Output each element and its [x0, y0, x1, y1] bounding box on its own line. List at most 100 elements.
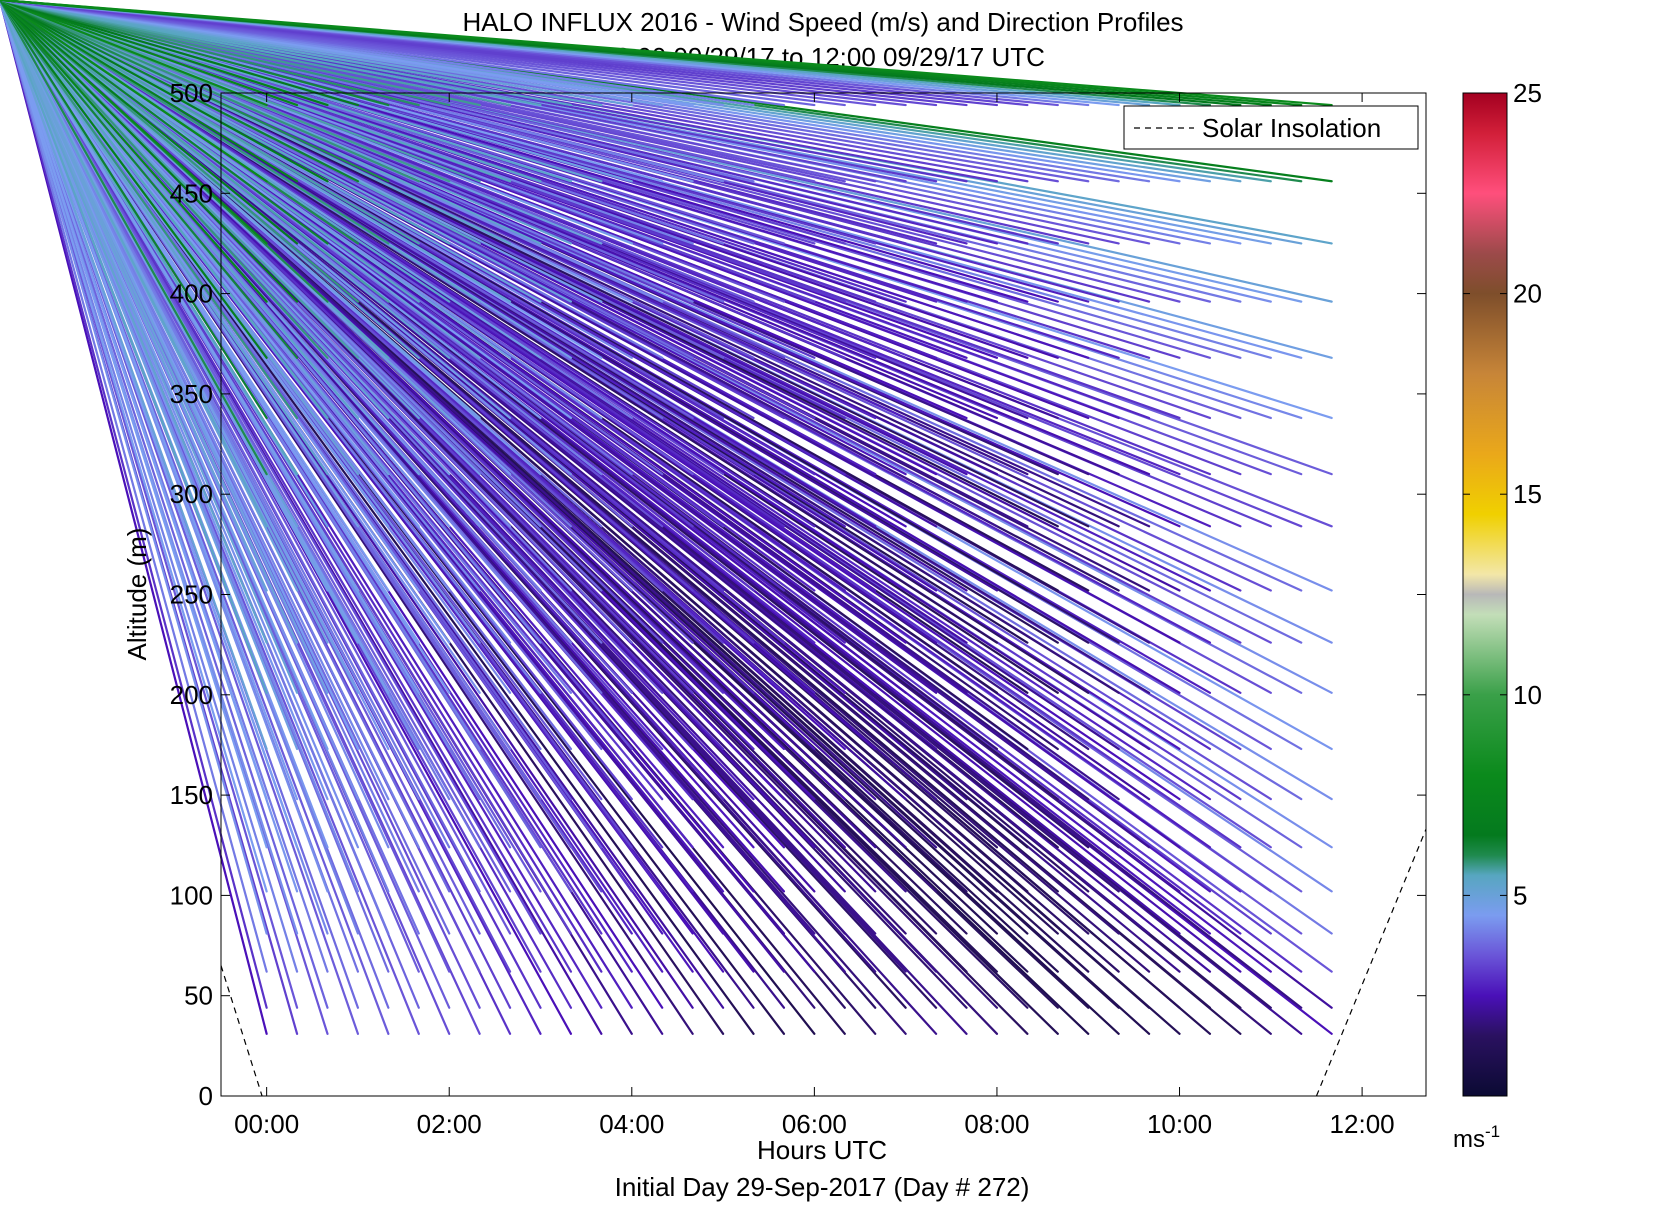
wind-arrow — [0, 0, 268, 1009]
colorbar-tick-label: 20 — [1513, 279, 1542, 309]
colorbar-ticks: 5 10 15 20 25 — [1463, 78, 1542, 910]
wind-arrow — [0, 0, 268, 973]
colorbar-tick-label: 10 — [1513, 680, 1542, 710]
chart-title: HALO INFLUX 2016 - Wind Speed (m/s) and … — [462, 7, 1183, 37]
wind-arrow — [0, 0, 268, 592]
wind-arrow — [0, 0, 512, 935]
wind-arrow — [0, 0, 420, 303]
wind-arrow — [0, 0, 329, 420]
colorbar-tick-label: 25 — [1513, 78, 1542, 108]
wind-arrow — [0, 0, 1333, 107]
wind-barbs — [0, 0, 1333, 1035]
y-tick-label: 250 — [170, 580, 213, 610]
wind-arrow — [0, 0, 268, 420]
y-tick-label: 300 — [170, 479, 213, 509]
x-tick-label: 12:00 — [1330, 1109, 1395, 1139]
x-tick-label: 00:00 — [234, 1109, 299, 1139]
colorbar-strip — [1462, 92, 1508, 1097]
wind-arrow — [0, 0, 268, 893]
wind-arrow — [0, 0, 268, 935]
y-tick-label: 400 — [170, 279, 213, 309]
wind-arrow — [0, 0, 299, 183]
wind-arrow — [0, 0, 268, 359]
wind-arrow — [0, 0, 664, 592]
x-tick-label: 04:00 — [599, 1109, 664, 1139]
solar-insolation-lines — [220, 828, 1427, 1097]
wind-arrow — [0, 0, 268, 694]
solar-insolation-line — [1315, 828, 1427, 1097]
y-tick-label: 200 — [170, 680, 213, 710]
wind-arrow — [0, 0, 390, 592]
wind-arrow — [0, 0, 299, 420]
x-tick-label: 02:00 — [417, 1109, 482, 1139]
colorbar: 5 10 15 20 25 ms-1 — [1453, 78, 1542, 1153]
y-tick-label: 450 — [170, 178, 213, 208]
wind-arrow — [0, 0, 299, 694]
wind-arrow — [0, 0, 299, 801]
wind-arrow — [0, 0, 573, 973]
colorbar-label: ms-1 — [1453, 1122, 1500, 1153]
y-tick-label: 50 — [184, 981, 213, 1011]
wind-arrow — [0, 0, 360, 183]
wind-arrow — [0, 0, 390, 183]
wind-arrow — [0, 0, 360, 107]
wind-arrow — [0, 0, 268, 801]
y-tick-label: 100 — [170, 880, 213, 910]
wind-arrow — [0, 0, 268, 183]
wind-arrow — [0, 0, 299, 303]
wind-arrow — [0, 0, 329, 107]
y-tick-label: 0 — [199, 1081, 213, 1111]
x-axis-label: Hours UTC — [757, 1135, 887, 1165]
wind-arrow — [0, 0, 481, 183]
wind-arrow — [0, 0, 268, 751]
x-axis-label-2: Initial Day 29-Sep-2017 (Day # 272) — [615, 1172, 1030, 1202]
wind-arrow — [0, 0, 299, 359]
plot-area: 00:00 02:00 04:00 06:00 08:00 10:00 12:00 0 50 1… — [0, 0, 1427, 1139]
wind-arrow — [0, 0, 390, 107]
y-tick-label: 150 — [170, 780, 213, 810]
y-tick-label: 350 — [170, 379, 213, 409]
y-tick-label: 500 — [170, 78, 213, 108]
colorbar-tick-label: 15 — [1513, 479, 1542, 509]
wind-arrow — [0, 0, 268, 1035]
wind-arrow — [0, 0, 542, 245]
solar-insolation-line — [220, 965, 263, 1097]
wind-arrow — [0, 0, 268, 849]
wind-arrow — [0, 0, 268, 107]
wind-arrow — [0, 0, 299, 245]
wind-arrow — [0, 0, 268, 476]
colorbar-unit: ms — [1453, 1126, 1485, 1153]
colorbar-tick-label: 5 — [1513, 880, 1527, 910]
wind-arrow — [0, 0, 268, 644]
wind-arrow — [0, 0, 329, 245]
wind-arrow — [0, 0, 360, 420]
legend: Solar Insolation — [1123, 105, 1419, 150]
wind-arrow — [0, 0, 573, 303]
x-tick-label: 08:00 — [964, 1109, 1029, 1139]
wind-arrow — [0, 0, 329, 476]
x-tick-label: 06:00 — [782, 1109, 847, 1139]
x-tick-label: 10:00 — [1147, 1109, 1212, 1139]
wind-arrow — [0, 0, 329, 183]
wind-arrow-head — [0, 0, 2, 2]
wind-arrow — [0, 0, 420, 107]
wind-arrow — [0, 0, 542, 183]
y-axis-ticks: 0 50 100 150 200 250 300 350 400 450 500 — [170, 78, 1426, 1111]
wind-arrow — [0, 0, 512, 359]
wind-arrow — [0, 0, 268, 528]
colorbar-unit-exponent: -1 — [1485, 1122, 1500, 1141]
wind-arrow — [0, 0, 268, 245]
legend-label: Solar Insolation — [1202, 113, 1381, 143]
wind-arrow — [0, 0, 329, 359]
wind-arrow — [0, 0, 299, 751]
wind-arrow — [0, 0, 360, 592]
wind-arrow — [0, 0, 420, 245]
wind-arrow — [0, 0, 390, 303]
y-axis-label: Altitude (m) — [122, 528, 152, 661]
wind-arrow — [0, 0, 542, 751]
wind-arrow — [0, 0, 451, 359]
wind-arrow — [0, 0, 299, 107]
wind-arrow — [0, 0, 420, 183]
wind-arrow — [0, 0, 268, 303]
